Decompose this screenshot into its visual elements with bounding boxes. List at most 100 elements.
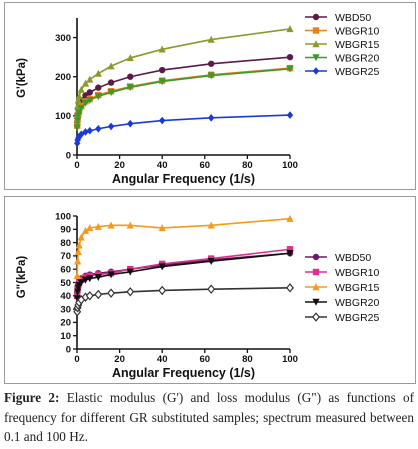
x-tick-label: 60	[200, 354, 211, 365]
loss-modulus-plot: 0 20 40 60 80 100 0 10 20 30 40 50 60 70 80 90 100 Angula…	[16, 211, 380, 380]
data-point	[74, 288, 82, 296]
series-wbgr25	[74, 111, 294, 148]
legend-marker	[312, 13, 320, 21]
y-tick-label: 70	[60, 251, 71, 262]
legend-label: WBGR20	[335, 297, 380, 309]
legend-label: WBGR20	[335, 52, 380, 64]
data-point	[127, 73, 134, 80]
x-tick-label: 80	[242, 354, 253, 365]
legend-label: WBD50	[335, 12, 371, 24]
data-point	[86, 75, 94, 83]
data-point	[81, 79, 90, 87]
data-point	[86, 275, 94, 283]
data-point	[286, 65, 294, 73]
data-point	[85, 291, 94, 301]
data-point	[207, 221, 215, 229]
data-point	[81, 226, 90, 234]
series-wbgr15	[73, 214, 294, 280]
data-point	[77, 233, 85, 241]
data-point	[74, 257, 82, 265]
data-point	[126, 84, 134, 92]
data-point	[126, 54, 134, 62]
y-tick-label: 30	[60, 304, 71, 315]
legend-marker	[312, 67, 320, 75]
data-point	[75, 241, 83, 249]
data-point	[86, 89, 93, 96]
legend-item: WBGR10	[305, 25, 380, 37]
data-point	[74, 96, 82, 104]
y-tick-label: 100	[55, 211, 71, 222]
legend-item: WBD50	[305, 252, 371, 264]
series-wbgr20	[73, 250, 294, 303]
data-point	[286, 53, 294, 61]
data-point	[77, 85, 85, 93]
data-point	[107, 62, 115, 70]
loss-modulus-chart: 0 20 40 60 80 100 0 10 20 30 40 50 60 70 80 90 100 Angula…	[4, 196, 416, 384]
x-tick-label: 20	[114, 354, 125, 365]
data-point	[94, 289, 103, 300]
data-point	[159, 116, 166, 125]
series-line	[76, 67, 291, 126]
y-tick-label: 0	[66, 150, 71, 161]
series-wbd50	[74, 53, 294, 125]
data-point	[207, 35, 215, 43]
data-point	[107, 221, 115, 229]
y-tick-label: 60	[60, 265, 71, 276]
data-point	[95, 84, 102, 91]
x-tick-label: 60	[200, 160, 211, 171]
legend-marker	[312, 283, 320, 291]
legend-label: WBGR25	[335, 312, 380, 324]
legend-marker	[312, 253, 320, 261]
y-tick-label: 40	[60, 291, 71, 302]
data-point	[94, 222, 102, 230]
y-tick-label: 50	[60, 278, 71, 289]
caption-label: Figure 2:	[4, 390, 60, 405]
legend-item: WBGR10	[305, 267, 380, 279]
legend-label: WBD50	[335, 252, 371, 264]
data-point	[107, 89, 115, 97]
data-point	[75, 109, 83, 117]
y-tick-label: 80	[60, 238, 71, 249]
data-point	[77, 279, 85, 287]
data-point	[107, 271, 115, 279]
data-point	[75, 132, 83, 141]
series-line	[76, 28, 291, 116]
legend-item: WBD50	[305, 12, 371, 24]
y-tick-label: 90	[60, 225, 71, 236]
x-tick-label: 80	[242, 160, 253, 171]
legend-marker	[312, 54, 320, 62]
data-point	[158, 45, 166, 53]
data-point	[94, 69, 102, 77]
legend-item: WBGR20	[305, 297, 380, 309]
legend-item: WBGR15	[305, 282, 380, 294]
data-point	[286, 111, 294, 119]
data-point	[286, 214, 294, 222]
data-point	[94, 93, 102, 101]
data-point	[286, 283, 294, 293]
data-point	[107, 79, 115, 86]
data-point	[207, 60, 215, 67]
y-axis-title: G"(kPa)	[16, 256, 28, 299]
x-axis-title: Angular Frequency (1/s)	[112, 366, 255, 380]
legend-marker	[312, 40, 320, 48]
legend-label: WBGR15	[335, 39, 380, 51]
legend-marker	[312, 298, 320, 306]
y-tick-label: 300	[55, 33, 71, 44]
data-point	[126, 287, 135, 297]
y-axis-title: G'(kPa)	[16, 58, 28, 98]
data-point	[158, 263, 166, 271]
data-point	[158, 285, 167, 296]
legend-marker	[312, 268, 320, 276]
data-point	[86, 126, 93, 135]
data-point	[207, 114, 215, 122]
data-point	[207, 284, 216, 294]
data-point	[73, 272, 81, 280]
legend-label: WBGR25	[335, 66, 380, 78]
x-tick-label: 0	[74, 354, 79, 365]
figure-caption: Figure 2: Elastic modulus (G') and loss …	[4, 388, 414, 447]
data-point	[73, 295, 81, 303]
x-tick-label: 20	[114, 160, 125, 171]
x-axis-title: Angular Frequency (1/s)	[112, 172, 255, 186]
data-point	[86, 224, 94, 232]
data-point	[86, 97, 94, 104]
